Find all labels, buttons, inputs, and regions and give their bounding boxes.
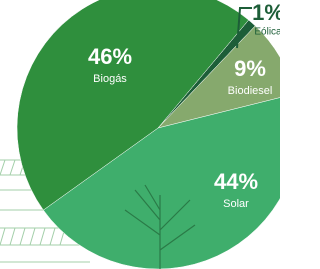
slice-name-label: Biodiesel [228,85,273,97]
slice-name-label: Eólica [254,27,280,38]
slice-name-label: Solar [223,198,249,210]
slice-name-label: Biogás [93,73,127,85]
page: {"chart_data": {"type": "pie", "categori… [0,0,280,269]
slice-value-label: 46% [88,44,132,69]
slice-value-label: 1% [252,0,280,25]
chart: 1% Eólica 9% Biodiesel 44% Solar 46% Bio… [0,0,280,269]
pie [17,0,280,269]
slice-value-label: 9% [234,56,266,81]
slice-value-label: 44% [214,169,258,194]
